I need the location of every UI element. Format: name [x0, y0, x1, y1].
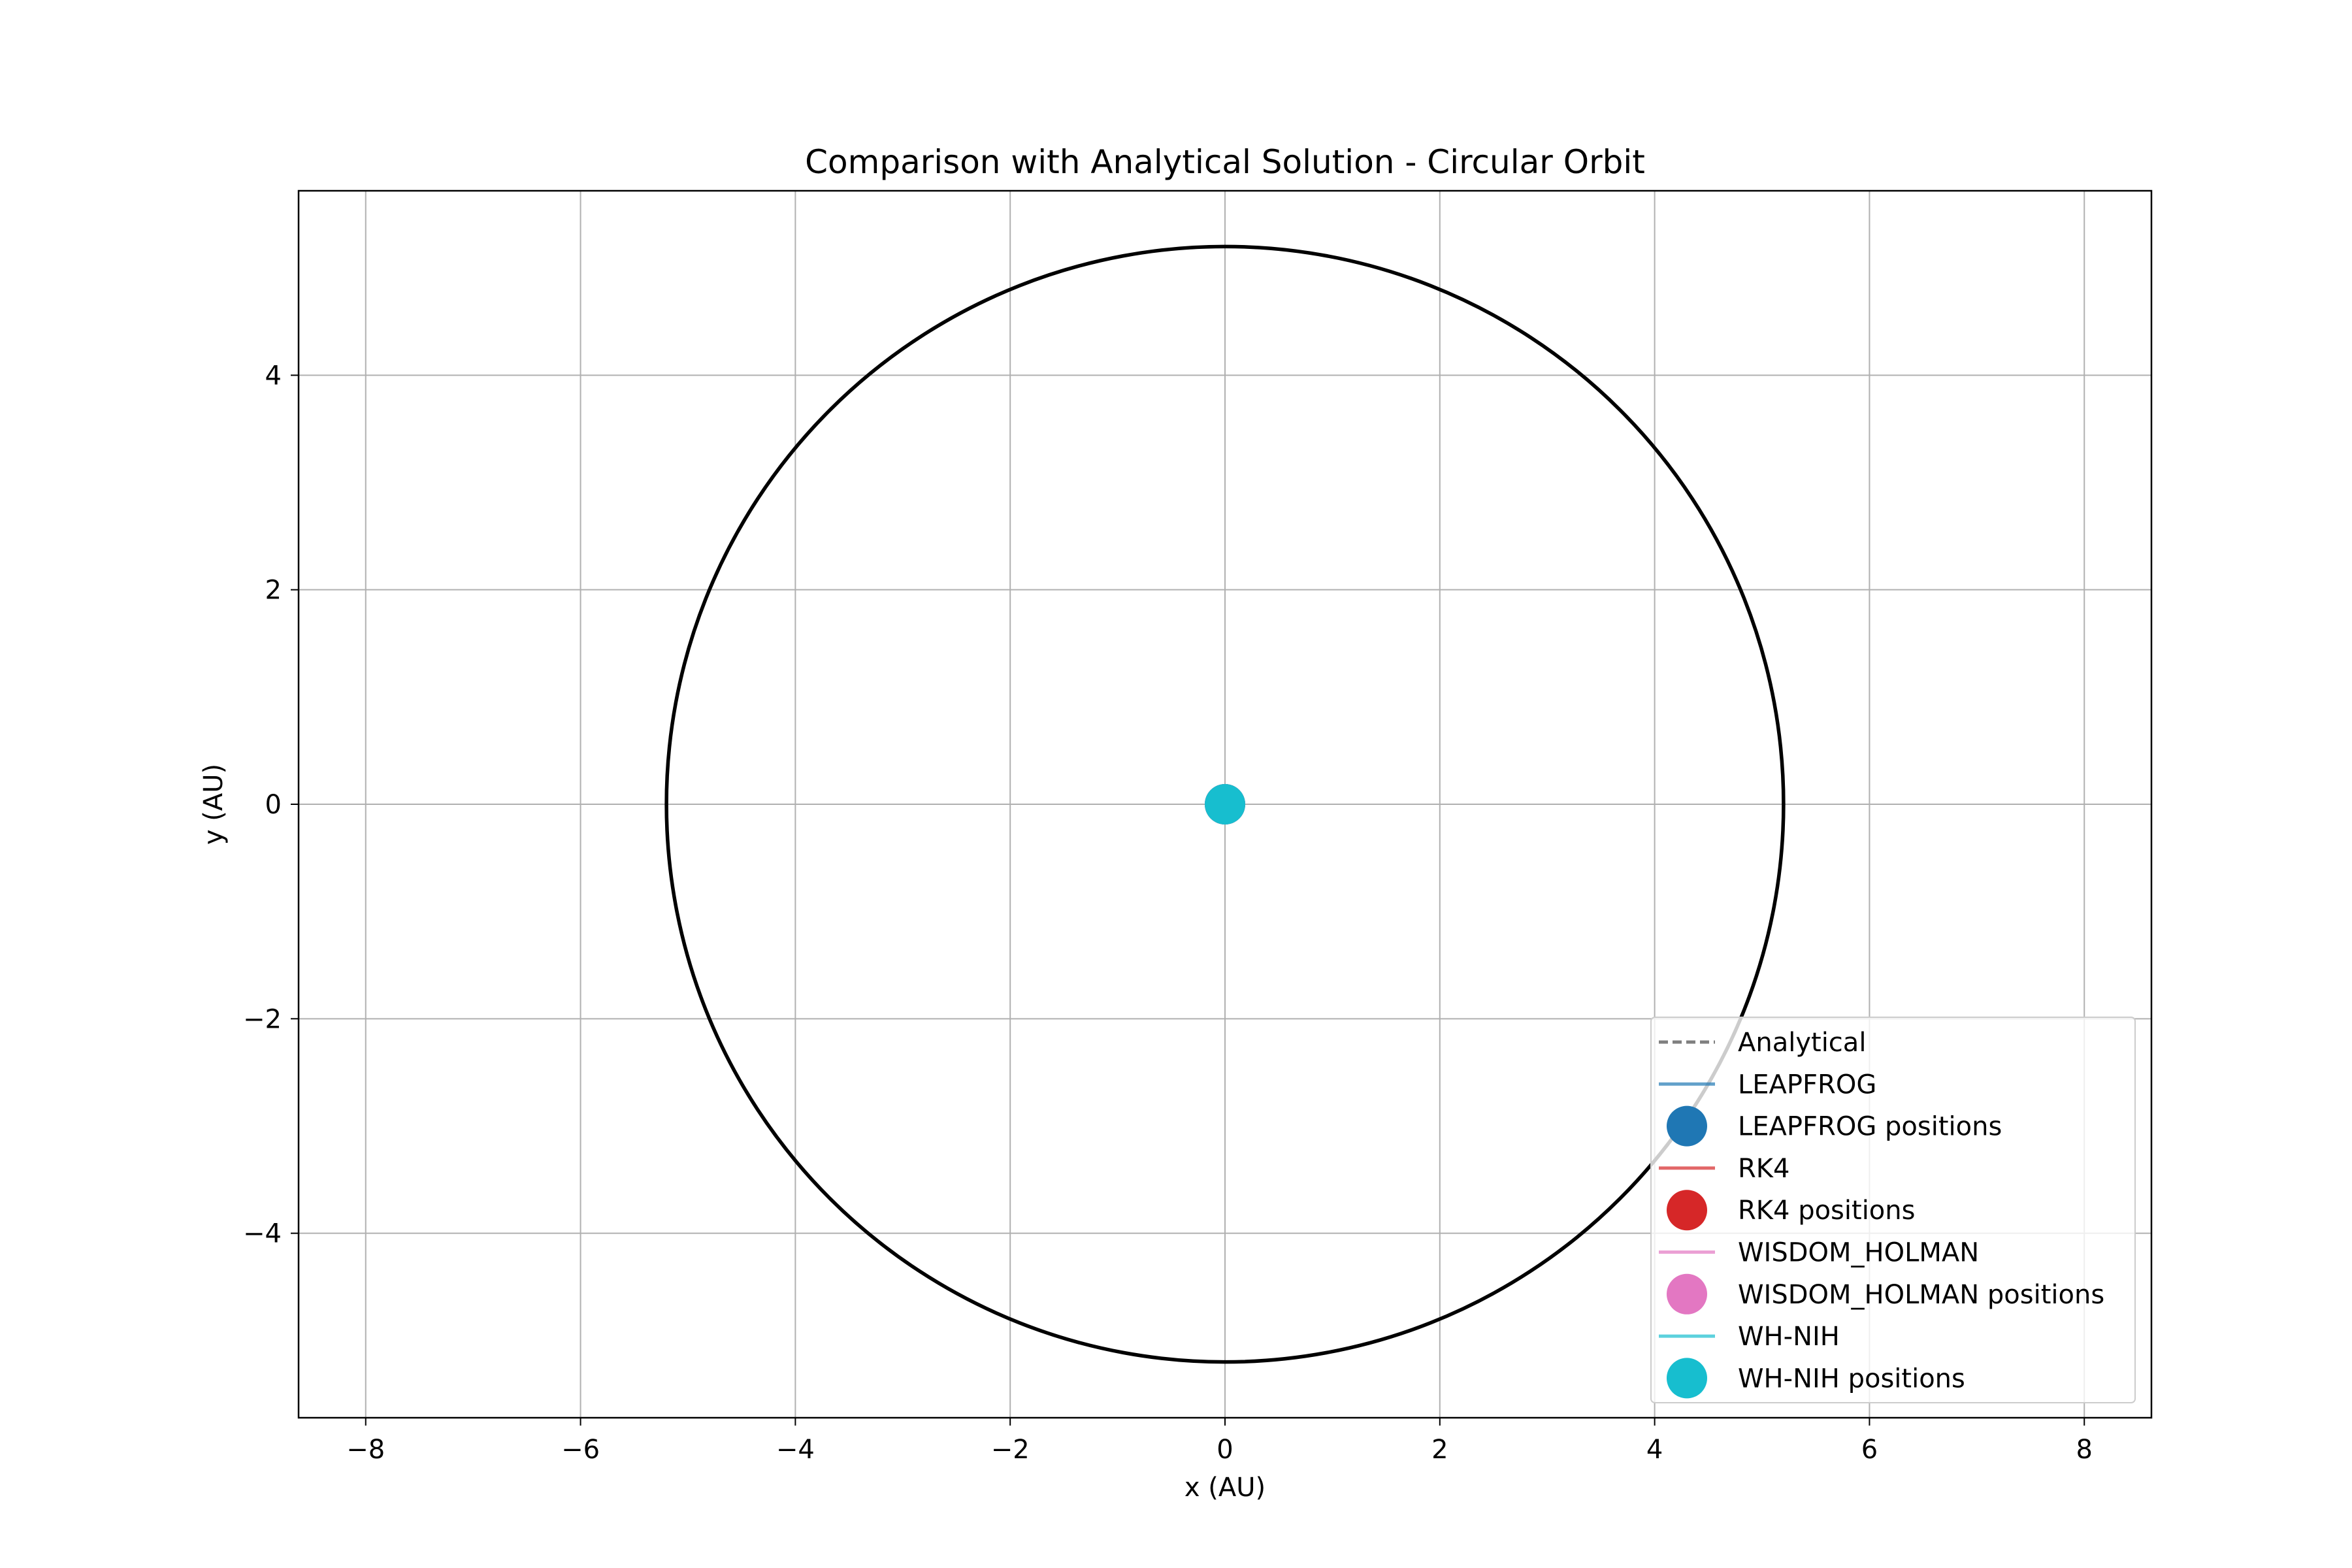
y-tick-label: 2: [265, 576, 282, 606]
x-tick-label: −2: [991, 1435, 1030, 1465]
marker-wh-nih-positions: [1205, 784, 1245, 825]
legend-box: [1650, 1017, 2136, 1403]
legend-label-wh-nih-positions: WH-NIH positions: [1738, 1364, 1965, 1394]
x-tick-label: 4: [1646, 1435, 1663, 1465]
y-tick-label: 0: [265, 790, 282, 820]
chart-title: Comparison with Analytical Solution - Ci…: [805, 143, 1645, 181]
x-axis-label: x (AU): [1184, 1473, 1266, 1503]
legend-label-rk4-positions: RK4 positions: [1738, 1196, 1915, 1226]
legend-label-analytical: Analytical: [1738, 1028, 1866, 1058]
x-tick-label: 6: [1861, 1435, 1878, 1465]
orbit-circle: [664, 244, 1786, 1364]
legend-label-leapfrog: LEAPFROG: [1738, 1070, 1876, 1100]
x-tick-label: −8: [346, 1435, 385, 1465]
legend-label-rk4: RK4: [1738, 1154, 1789, 1184]
x-tick-label: 0: [1217, 1435, 1233, 1465]
legend-swatch-rk4-positions: [1667, 1190, 1707, 1231]
y-tick-label: 4: [265, 361, 282, 391]
legend-swatch-leapfrog-positions: [1667, 1105, 1707, 1147]
y-axis-label: y (AU): [199, 764, 229, 845]
plot-series: [664, 244, 1786, 1364]
x-tick-label: −6: [561, 1435, 600, 1465]
legend-label-wisdom-holman-positions: WISDOM_HOLMAN positions: [1738, 1280, 2104, 1310]
legend-swatch-wisdom-holman-positions: [1667, 1273, 1707, 1315]
x-tick-label: 2: [1431, 1435, 1448, 1465]
legend: Analytical LEAPFROG LEAPFROG positions RK4 R…: [1650, 1017, 2136, 1403]
axis-ticks: −8 −6 −4 −2 0 2 4 6 8 −4 −2 0 2 4: [243, 361, 2093, 1465]
x-tick-label: 8: [2076, 1435, 2093, 1465]
x-tick-label: −4: [776, 1435, 815, 1465]
y-tick-label: −4: [243, 1219, 282, 1249]
y-tick-label: −2: [243, 1004, 282, 1034]
legend-swatch-wh-nih-positions: [1667, 1358, 1707, 1399]
legend-label-leapfrog-positions: LEAPFROG positions: [1738, 1112, 2002, 1142]
legend-label-wh-nih: WH-NIH: [1738, 1322, 1840, 1352]
legend-label-wisdom-holman: WISDOM_HOLMAN: [1738, 1238, 1979, 1268]
